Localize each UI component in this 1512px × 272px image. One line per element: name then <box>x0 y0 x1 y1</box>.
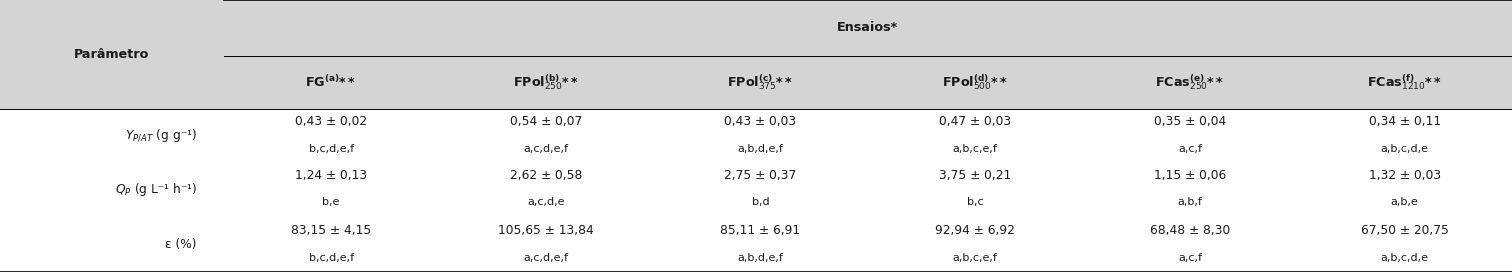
Text: $\mathbf{FCas}_{1210}^{\mathbf{(f)}}$$\mathbf{**}$: $\mathbf{FCas}_{1210}^{\mathbf{(f)}}$$\m… <box>1367 72 1442 92</box>
Bar <box>0 109 1512 162</box>
Text: a,b,c,d,e: a,b,c,d,e <box>1380 144 1429 154</box>
Text: Ensaios*: Ensaios* <box>838 21 898 34</box>
Text: a,c,f: a,c,f <box>1178 252 1202 262</box>
Text: 2,75 ± 0,37: 2,75 ± 0,37 <box>724 169 797 182</box>
Text: a,b,c,d,e: a,b,c,d,e <box>1380 252 1429 262</box>
Text: 85,11 ± 6,91: 85,11 ± 6,91 <box>721 224 800 237</box>
Text: a,b,c,e,f: a,b,c,e,f <box>953 252 998 262</box>
Text: 0,35 ± 0,04: 0,35 ± 0,04 <box>1154 115 1226 128</box>
Text: b,e: b,e <box>322 197 340 208</box>
Text: 2,62 ± 0,58: 2,62 ± 0,58 <box>510 169 582 182</box>
Text: $\mathbf{FPol}_{250}^{\mathbf{(b)}}$$\mathbf{**}$: $\mathbf{FPol}_{250}^{\mathbf{(b)}}$$\ma… <box>513 72 579 92</box>
Text: ε (%): ε (%) <box>165 238 197 251</box>
Text: a,b,c,e,f: a,b,c,e,f <box>953 144 998 154</box>
Text: 0,43 ± 0,02: 0,43 ± 0,02 <box>295 115 367 128</box>
Text: 0,47 ± 0,03: 0,47 ± 0,03 <box>939 115 1012 128</box>
Bar <box>0 216 1512 272</box>
Text: a,b,d,e,f: a,b,d,e,f <box>738 144 783 154</box>
Text: b,c,d,e,f: b,c,d,e,f <box>308 144 354 154</box>
Text: b,c: b,c <box>968 197 983 208</box>
Text: 3,75 ± 0,21: 3,75 ± 0,21 <box>939 169 1012 182</box>
Text: Parâmetro: Parâmetro <box>74 48 150 61</box>
Text: 0,54 ± 0,07: 0,54 ± 0,07 <box>510 115 582 128</box>
Text: a,b,e: a,b,e <box>1391 197 1418 208</box>
Text: $\mathbf{FPol}_{375}^{\mathbf{(c)}}$$\mathbf{**}$: $\mathbf{FPol}_{375}^{\mathbf{(c)}}$$\ma… <box>727 72 794 92</box>
Text: a,b,d,e,f: a,b,d,e,f <box>738 252 783 262</box>
Text: 92,94 ± 6,92: 92,94 ± 6,92 <box>936 224 1015 237</box>
Text: a,b,f: a,b,f <box>1178 197 1202 208</box>
Text: $Q_P$ (g L⁻¹ h⁻¹): $Q_P$ (g L⁻¹ h⁻¹) <box>115 181 197 197</box>
Text: 83,15 ± 4,15: 83,15 ± 4,15 <box>290 224 372 237</box>
Text: a,c,f: a,c,f <box>1178 144 1202 154</box>
Bar <box>0 0 1512 109</box>
Text: 105,65 ± 13,84: 105,65 ± 13,84 <box>497 224 594 237</box>
Text: 67,50 ± 20,75: 67,50 ± 20,75 <box>1361 224 1448 237</box>
Text: 0,34 ± 0,11: 0,34 ± 0,11 <box>1368 115 1441 128</box>
Text: 1,15 ± 0,06: 1,15 ± 0,06 <box>1154 169 1226 182</box>
Text: $\mathbf{FG}^{\mathbf{(a)}}$$\mathbf{**}$: $\mathbf{FG}^{\mathbf{(a)}}$$\mathbf{**}… <box>305 74 357 90</box>
Text: 68,48 ± 8,30: 68,48 ± 8,30 <box>1149 224 1231 237</box>
Text: 1,32 ± 0,03: 1,32 ± 0,03 <box>1368 169 1441 182</box>
Text: a,c,d,e: a,c,d,e <box>528 197 564 208</box>
Text: b,c,d,e,f: b,c,d,e,f <box>308 252 354 262</box>
Text: $\mathbf{FPol}_{500}^{\mathbf{(d)}}$$\mathbf{**}$: $\mathbf{FPol}_{500}^{\mathbf{(d)}}$$\ma… <box>942 72 1009 92</box>
Text: 1,24 ± 0,13: 1,24 ± 0,13 <box>295 169 367 182</box>
Text: b,d: b,d <box>751 197 770 208</box>
Text: a,c,d,e,f: a,c,d,e,f <box>523 252 569 262</box>
Bar <box>0 162 1512 216</box>
Text: 0,43 ± 0,03: 0,43 ± 0,03 <box>724 115 797 128</box>
Text: $Y_{P/AT}$ (g g⁻¹): $Y_{P/AT}$ (g g⁻¹) <box>125 127 197 144</box>
Text: a,c,d,e,f: a,c,d,e,f <box>523 144 569 154</box>
Text: $\mathbf{FCas}_{250}^{\mathbf{(e)}}$$\mathbf{**}$: $\mathbf{FCas}_{250}^{\mathbf{(e)}}$$\ma… <box>1155 72 1225 92</box>
